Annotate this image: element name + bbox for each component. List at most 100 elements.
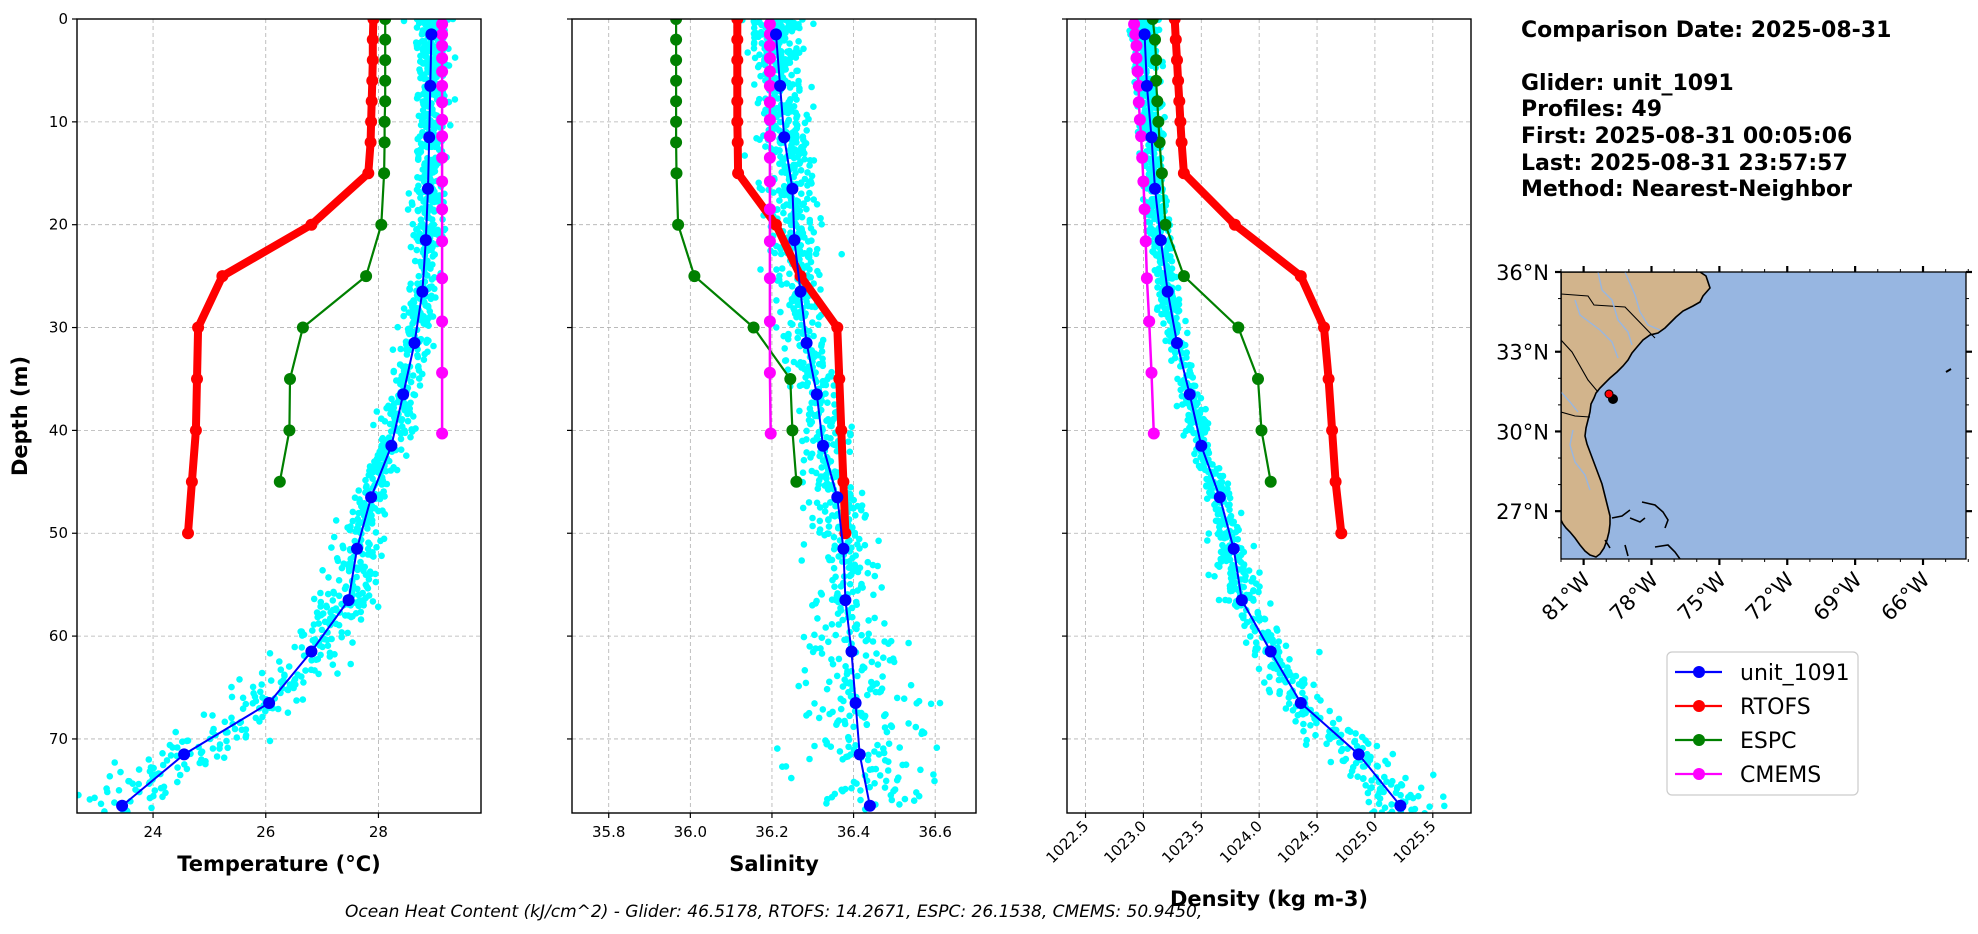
data-point	[849, 697, 862, 709]
data-point	[839, 594, 852, 607]
scatter-point	[1237, 509, 1245, 517]
scatter-point	[1411, 805, 1419, 813]
scatter-point	[1191, 450, 1198, 458]
scatter-point	[413, 19, 421, 23]
scatter-point	[1282, 642, 1290, 650]
scatter-point	[433, 143, 441, 151]
scatter-point	[1381, 804, 1389, 811]
scatter-point	[859, 663, 867, 670]
scatter-point	[176, 771, 184, 779]
data-point	[436, 65, 449, 78]
series-espc	[1146, 19, 1277, 488]
scatter-point	[931, 777, 938, 785]
scatter-point	[797, 167, 805, 174]
scatter-point	[773, 297, 780, 304]
scatter-point	[353, 573, 360, 581]
scatter-point	[277, 679, 285, 686]
scatter-point	[416, 133, 424, 140]
scatter-point	[410, 391, 417, 398]
scatter-point	[179, 738, 186, 745]
scatter-point	[174, 764, 181, 771]
scatter-point	[788, 71, 795, 79]
scatter-point	[151, 787, 159, 794]
scatter-point	[167, 752, 175, 759]
scatter-point	[378, 492, 386, 499]
scatter-point	[373, 408, 381, 415]
scatter-point	[811, 631, 818, 639]
x-tick-label: 24	[144, 823, 163, 841]
scatter-point	[793, 313, 800, 321]
scatter-point	[829, 576, 836, 584]
scatter-point	[1389, 750, 1397, 758]
scatter-point	[796, 24, 803, 32]
scatter-point	[755, 33, 762, 41]
series-rtofs	[1168, 19, 1348, 540]
scatter-point	[800, 456, 808, 464]
scatter-point	[751, 54, 759, 62]
scatter-point	[848, 423, 855, 431]
scatter-point	[751, 81, 758, 88]
scatter-point	[825, 523, 833, 530]
scatter-point	[1286, 656, 1293, 663]
scatter-point	[1192, 402, 1200, 409]
scatter-point	[428, 292, 435, 300]
scatter-point	[800, 541, 808, 548]
scatter-point	[852, 512, 859, 519]
scatter-point	[1267, 632, 1275, 639]
scatter-point	[1326, 735, 1334, 743]
scatter-point	[808, 83, 815, 91]
scatter-point	[829, 708, 836, 716]
data-point	[1174, 115, 1187, 128]
scatter-point	[845, 743, 852, 751]
scatter-point	[819, 336, 827, 344]
scatter-point	[755, 179, 762, 187]
data-point	[1394, 799, 1407, 812]
scatter-point	[285, 663, 293, 670]
scatter-point	[242, 732, 250, 739]
scatter-point	[365, 471, 373, 479]
scatter-point	[808, 450, 816, 458]
data-point	[1140, 79, 1153, 92]
scatter-point	[795, 49, 803, 56]
scatter-point	[401, 400, 409, 408]
scatter-point	[1250, 587, 1257, 594]
scatter-point	[1359, 763, 1367, 770]
scatter-point	[319, 643, 326, 651]
data-point	[1138, 28, 1151, 41]
scatter-point	[364, 525, 371, 532]
series-cmems	[436, 19, 449, 440]
scatter-point	[881, 724, 889, 731]
scatter-point	[1292, 718, 1299, 725]
scatter-point	[1212, 517, 1220, 525]
scatter-point	[1175, 301, 1183, 308]
scatter-point	[419, 312, 426, 320]
scatter-point	[830, 564, 838, 572]
y-axis-label: Depth (m)	[8, 356, 32, 476]
scatter-point	[1292, 672, 1300, 680]
scatter-point	[1256, 617, 1263, 624]
x-tick-label: 26	[256, 823, 275, 841]
data-point	[1171, 337, 1183, 349]
y-tick-label: 50	[49, 524, 68, 542]
scatter-point	[1222, 555, 1230, 562]
scatter-point	[1417, 784, 1425, 792]
scatter-point	[786, 98, 793, 105]
scatter-point	[1426, 803, 1433, 810]
scatter-point	[400, 312, 408, 320]
series-espc	[273, 19, 392, 488]
first-time: First: 2025-08-31 00:05:06	[1521, 124, 1852, 149]
scatter-point	[325, 574, 332, 581]
data-point	[263, 697, 276, 709]
data-point	[1130, 39, 1143, 52]
axes-frame	[1066, 18, 1472, 814]
scatter-point	[335, 577, 343, 584]
scatter-point	[783, 280, 790, 287]
data-point	[817, 439, 829, 452]
scatter-point	[412, 304, 420, 312]
scatter-point	[885, 740, 893, 747]
scatter-point	[853, 621, 861, 628]
data-point	[189, 424, 202, 437]
scatter-point	[266, 737, 274, 745]
data-point	[784, 373, 797, 385]
scatter-point	[861, 541, 869, 549]
